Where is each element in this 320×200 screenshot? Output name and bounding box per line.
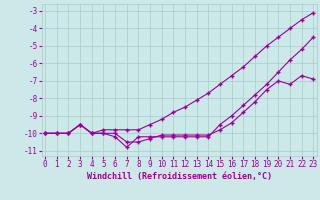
X-axis label: Windchill (Refroidissement éolien,°C): Windchill (Refroidissement éolien,°C) [87, 172, 272, 181]
